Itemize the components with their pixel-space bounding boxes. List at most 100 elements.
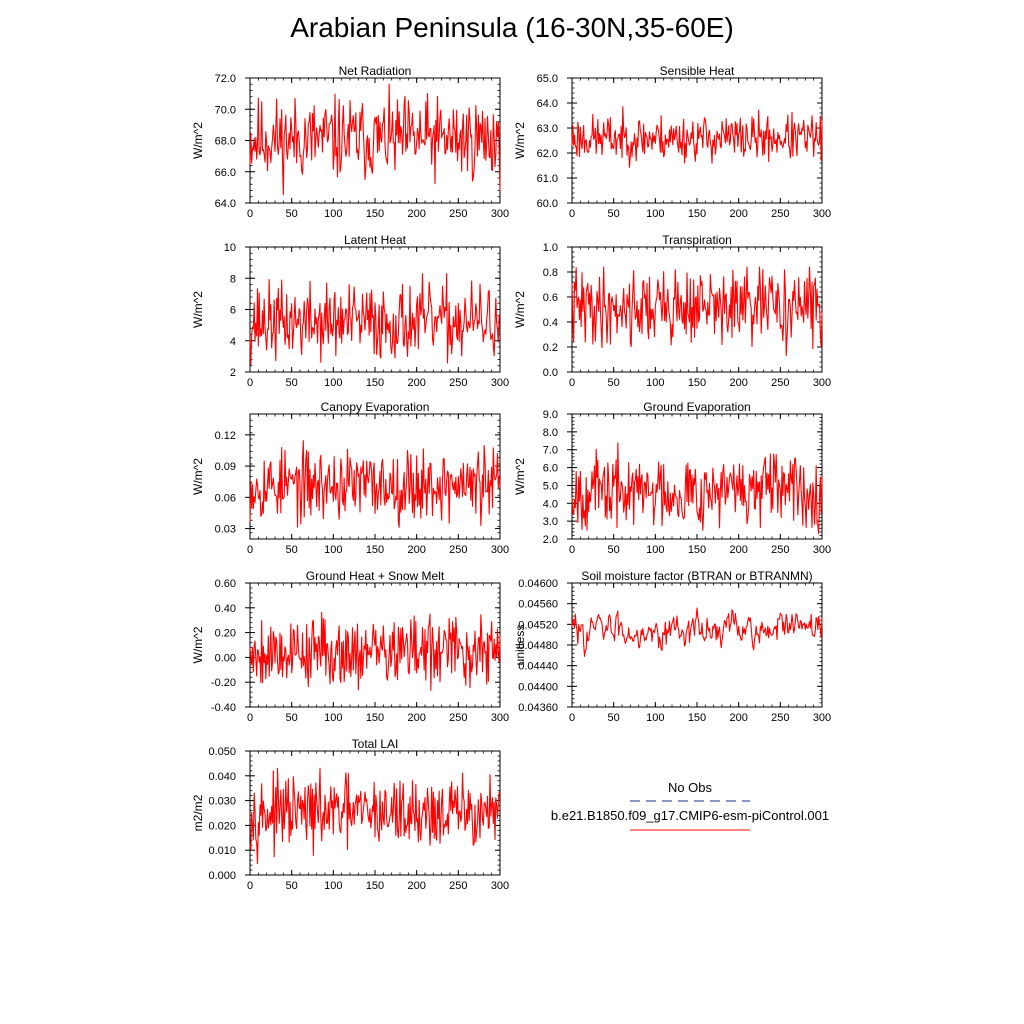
x-tick-label: 0 [247,377,253,389]
legend-run-label: b.e21.B1850.f09_g17.CMIP6-esm-piControl.… [551,808,829,823]
legend-obs-label: No Obs [668,780,713,795]
y-tick-label: 0.04520 [518,619,558,631]
x-tick-label: 300 [491,208,509,220]
x-tick-label: 200 [407,544,425,556]
y-tick-label: 0.020 [208,820,236,832]
y-tick-label: 10 [224,242,236,254]
y-axis-label: W/m^2 [513,291,527,328]
y-tick-label: 0.04440 [518,661,558,673]
x-tick-label: 250 [449,544,467,556]
y-tick-label: 0.09 [215,461,236,473]
panel-7: Soil moisture factor (BTRAN or BTRANMN) u… [513,569,831,724]
y-tick-label: 64.0 [215,198,236,210]
x-tick-label: 200 [407,712,425,724]
x-tick-label: 200 [407,880,425,892]
panel-1: Sensible Heat W/m^2 0 50 100 150 200 250 300 60.0… [513,64,831,220]
y-axis-label: W/m^2 [191,626,205,663]
x-tick-label: 50 [608,208,620,220]
x-tick-label: 100 [646,712,664,724]
y-tick-label: 60.0 [537,198,558,210]
x-tick-label: 100 [324,377,342,389]
x-tick-label: 300 [813,377,831,389]
x-tick-label: 100 [324,712,342,724]
x-tick-label: 100 [324,208,342,220]
panel-title: Transpiration [662,233,732,247]
x-tick-label: 0 [569,377,575,389]
x-tick-label: 250 [449,712,467,724]
x-tick-label: 150 [366,208,384,220]
y-tick-label: 61.0 [537,173,558,185]
y-tick-label: 0.04360 [518,702,558,714]
y-tick-label: 0.6 [543,292,558,304]
y-tick-label: 72.0 [215,73,236,85]
y-tick-label: 0.04400 [518,681,558,693]
y-axis-label: W/m^2 [191,122,205,159]
x-tick-label: 200 [729,377,747,389]
x-tick-label: 100 [646,377,664,389]
panel-8: Total LAI m2/m2 0 50 100 150 200 250 300 0.000 0.0… [191,737,509,892]
x-tick-label: 250 [771,208,789,220]
x-tick-label: 0 [569,208,575,220]
y-tick-label: 4 [230,336,236,348]
y-tick-label: 0.000 [208,870,236,882]
y-tick-label: 65.0 [537,73,558,85]
panel-title: Total LAI [352,737,399,751]
main-title: Arabian Peninsula (16-30N,35-60E) [290,12,734,43]
x-tick-label: 150 [688,544,706,556]
y-tick-label: 0.04600 [518,578,558,590]
y-tick-label: 0.04560 [518,599,558,611]
x-tick-label: 150 [688,208,706,220]
x-tick-label: 200 [407,208,425,220]
y-tick-label: 0.0 [543,367,558,379]
x-tick-label: 300 [813,712,831,724]
panel-title: Net Radiation [339,64,412,78]
x-tick-label: 0 [247,544,253,556]
x-tick-label: 250 [771,544,789,556]
y-axis-label: W/m^2 [513,458,527,495]
panel-0: Net Radiation W/m^2 0 50 100 150 200 250 300 64.0… [191,64,509,220]
x-tick-label: 100 [324,880,342,892]
y-tick-label: 0.12 [215,430,236,442]
y-tick-label: 0.030 [208,796,236,808]
y-tick-label: -0.20 [211,677,236,689]
x-tick-label: 250 [449,377,467,389]
panel-frame [571,582,823,708]
panel-title: Canopy Evaporation [321,400,430,414]
x-tick-label: 100 [646,544,664,556]
y-tick-label: 63.0 [537,123,558,135]
y-tick-label: 0.03 [215,524,236,536]
y-tick-label: 3.0 [543,516,558,528]
x-tick-label: 0 [247,880,253,892]
y-tick-label: 7.0 [543,445,558,457]
x-tick-label: 150 [688,377,706,389]
series-line [249,440,501,528]
y-tick-label: 64.0 [537,98,558,110]
x-tick-label: 150 [688,712,706,724]
x-tick-label: 50 [286,544,298,556]
x-tick-label: 0 [247,712,253,724]
x-tick-label: 250 [771,712,789,724]
x-tick-label: 300 [491,377,509,389]
series-line [571,266,823,357]
panel-4: Canopy Evaporation W/m^2 0 50 100 150 200 250 30… [191,400,509,556]
y-tick-label: 0.010 [208,845,236,857]
x-tick-label: 0 [569,544,575,556]
y-tick-label: 0.40 [215,603,236,615]
x-tick-label: 150 [366,544,384,556]
x-tick-label: 0 [569,712,575,724]
panel-title: Latent Heat [344,233,407,247]
y-tick-label: 0.20 [215,628,236,640]
panel-title: Ground Heat + Snow Melt [306,569,445,583]
y-tick-label: 0.4 [543,317,558,329]
x-tick-label: 250 [449,208,467,220]
x-tick-label: 300 [491,544,509,556]
y-tick-label: 66.0 [215,167,236,179]
y-tick-label: 0.00 [215,652,236,664]
x-tick-label: 200 [729,544,747,556]
y-axis-label: W/m^2 [191,458,205,495]
y-tick-label: 4.0 [543,498,558,510]
y-tick-label: 62.0 [537,148,558,160]
y-tick-label: 0.60 [215,578,236,590]
x-tick-label: 300 [813,208,831,220]
